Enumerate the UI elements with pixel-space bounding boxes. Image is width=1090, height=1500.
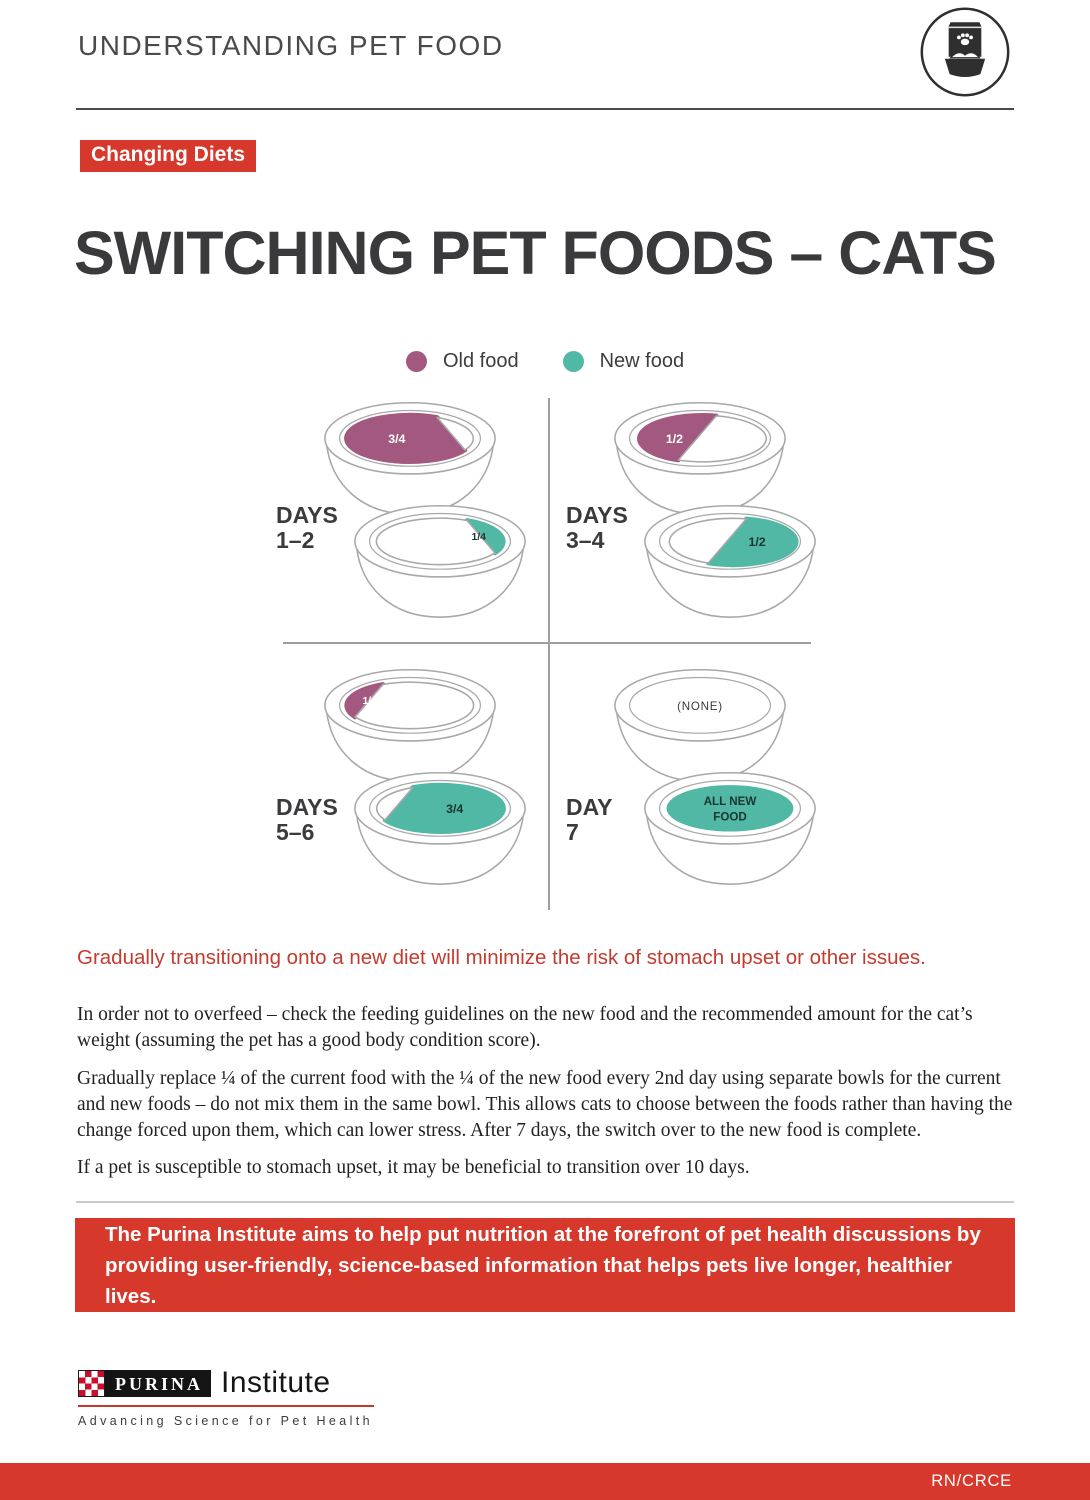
institute-wordmark: Institute bbox=[221, 1366, 331, 1399]
paragraph-gradual-replace: Gradually replace ¼ of the current food … bbox=[77, 1068, 1013, 1141]
legend: Old food New food bbox=[406, 350, 684, 373]
bowl-new-food-days-3-4: 1/2 bbox=[644, 504, 816, 618]
bowl-old-food-days-5-6: 1/4 bbox=[324, 668, 496, 782]
pet-food-bag-and-bowl-icon bbox=[920, 7, 1010, 97]
legend-item-new-food: New food bbox=[562, 350, 685, 373]
purina-checkerboard-icon bbox=[78, 1369, 105, 1397]
svg-text:1/4: 1/4 bbox=[362, 696, 377, 707]
day-label-days-3-4: DAYS 3–4 bbox=[566, 502, 628, 553]
legend-item-old-food: Old food bbox=[406, 350, 519, 373]
purina-institute-logo: PURINA Institute Advancing Science for P… bbox=[78, 1366, 374, 1428]
new-food-dot-icon bbox=[562, 351, 584, 372]
svg-text:(NONE): (NONE) bbox=[677, 700, 723, 713]
footer-bar: RN/CRCE bbox=[0, 1463, 1090, 1500]
diagram-vertical-divider bbox=[548, 398, 550, 910]
paragraph-stomach-upset: If a pet is susceptible to stomach upset… bbox=[77, 1157, 750, 1178]
bowl-new-food-days-5-6: 3/4 bbox=[354, 771, 526, 885]
bowl-old-food-days-1-2: 3/4 bbox=[324, 401, 496, 515]
mission-banner-text: The Purina Institute aims to help put nu… bbox=[105, 1222, 981, 1308]
bowl-old-food-days-3-4: 1/2 bbox=[614, 401, 786, 515]
day-label-day-7: DAY 7 bbox=[566, 794, 613, 845]
bowl-none-day-7: (NONE) bbox=[614, 668, 786, 782]
paragraph-overfeed: In order not to overfeed – check the fee… bbox=[77, 1004, 973, 1051]
purina-wordmark: PURINA bbox=[105, 1369, 211, 1397]
svg-text:3/4: 3/4 bbox=[446, 802, 463, 816]
footer-code: RN/CRCE bbox=[931, 1472, 1012, 1490]
callout-text: Gradually transitioning onto a new diet … bbox=[77, 946, 926, 969]
svg-text:1/4: 1/4 bbox=[471, 532, 486, 543]
svg-text:3/4: 3/4 bbox=[388, 432, 405, 446]
mission-banner: The Purina Institute aims to help put nu… bbox=[75, 1218, 1015, 1312]
banner-top-divider bbox=[76, 1201, 1014, 1203]
day-label-days-1-2: DAYS 1–2 bbox=[276, 502, 338, 553]
section-badge: Changing Diets bbox=[80, 140, 257, 172]
bowl-new-food-days-1-2: 1/4 bbox=[354, 504, 526, 618]
header-divider bbox=[76, 108, 1014, 110]
logo-divider bbox=[78, 1405, 374, 1407]
legend-label: New food bbox=[599, 350, 685, 372]
logo-tagline: Advancing Science for Pet Health bbox=[78, 1414, 374, 1428]
legend-label: Old food bbox=[443, 350, 519, 372]
diagram-horizontal-divider bbox=[283, 642, 811, 644]
svg-text:1/2: 1/2 bbox=[748, 535, 765, 549]
day-label-days-5-6: DAYS 5–6 bbox=[276, 794, 338, 845]
page-title: SWITCHING PET FOODS – CATS bbox=[74, 219, 997, 287]
svg-text:1/2: 1/2 bbox=[666, 432, 683, 446]
bowl-all-new-food-day-7: ALL NEW FOOD bbox=[644, 771, 816, 885]
old-food-dot-icon bbox=[406, 351, 427, 372]
page-header-title: UNDERSTANDING PET FOOD bbox=[78, 30, 504, 61]
